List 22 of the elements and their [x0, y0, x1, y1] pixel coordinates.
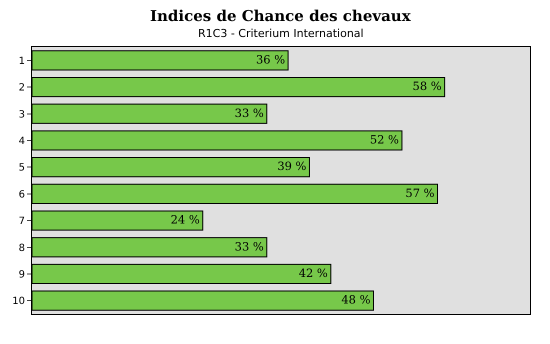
y-tick-label: 1 — [18, 56, 25, 67]
y-tick-label: 10 — [12, 296, 25, 308]
data-label: 48 % — [341, 292, 371, 307]
y-tick-label: 2 — [18, 82, 25, 94]
y-tick-label: 9 — [18, 269, 25, 280]
data-label: 57 % — [405, 186, 435, 200]
data-label: 42 % — [298, 266, 328, 280]
data-label: 58 % — [412, 79, 442, 94]
data-label: 36 % — [256, 52, 286, 66]
chart-subtitle: R1C3 - Criterium International — [198, 27, 364, 40]
data-label: 52 % — [370, 132, 400, 147]
y-tick-label: 8 — [18, 242, 25, 254]
y-tick-label: 7 — [18, 216, 25, 228]
data-label: 33 % — [234, 106, 264, 120]
y-tick-label: 5 — [18, 162, 25, 174]
data-label: 24 % — [170, 212, 200, 227]
data-label: 33 % — [234, 239, 264, 254]
chart-title: Indices de Chance des chevaux — [150, 7, 412, 25]
y-tick-label: 6 — [18, 189, 25, 200]
data-label: 39 % — [277, 159, 307, 174]
y-tick-label: 3 — [18, 109, 25, 120]
y-tick-label: 4 — [18, 136, 25, 147]
